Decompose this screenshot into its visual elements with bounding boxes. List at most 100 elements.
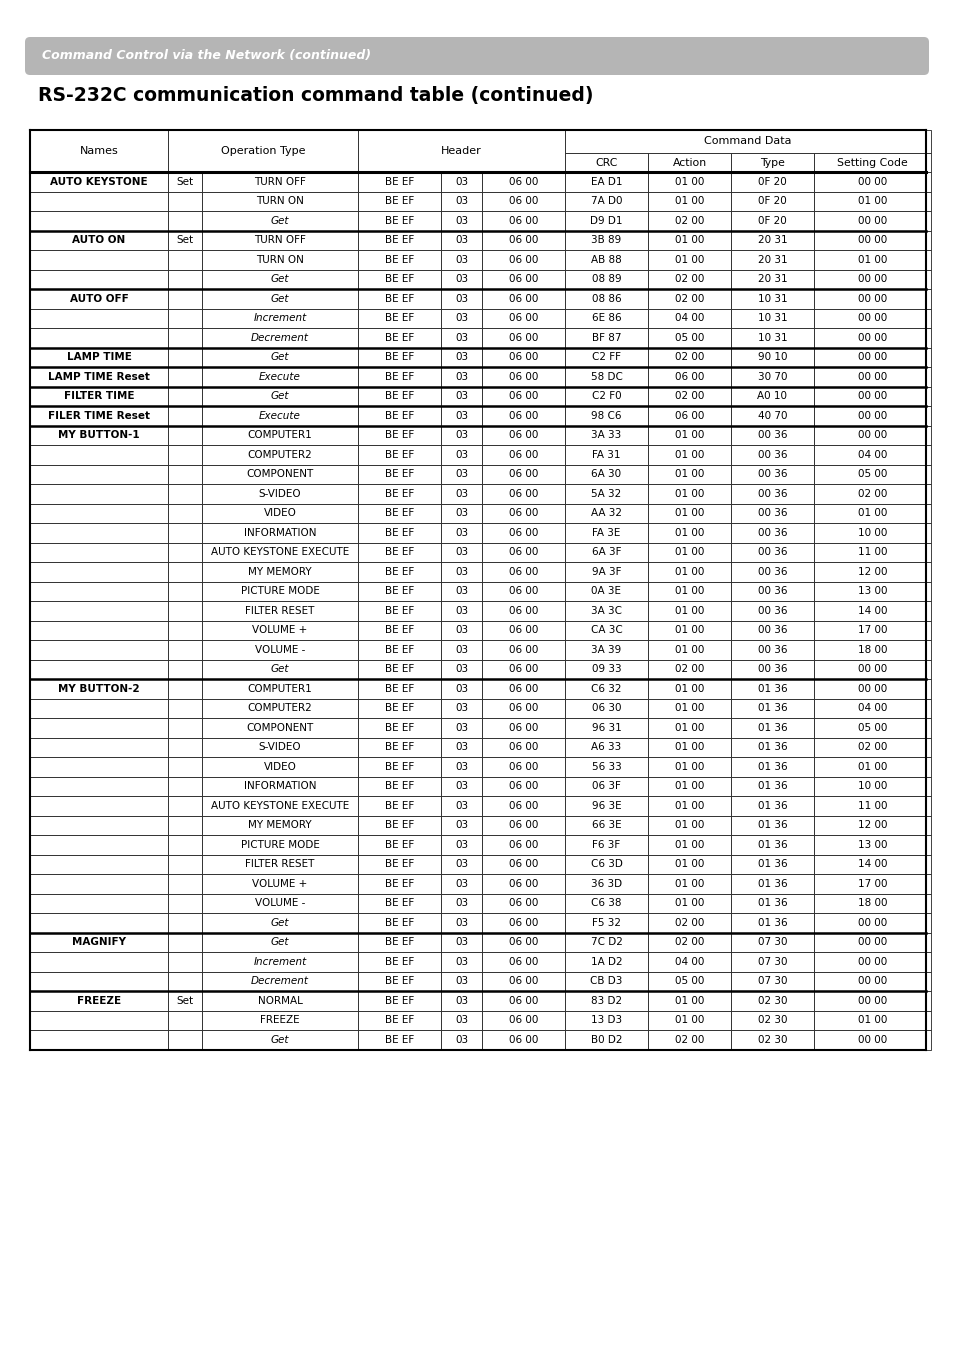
Bar bbox=[647, 483, 730, 504]
Bar bbox=[481, 952, 564, 972]
Text: 03: 03 bbox=[455, 703, 468, 714]
Bar bbox=[30, 250, 168, 269]
Text: Operation Type: Operation Type bbox=[220, 146, 305, 156]
Text: Setting Code: Setting Code bbox=[836, 157, 907, 168]
Text: 03: 03 bbox=[455, 742, 468, 753]
Bar bbox=[481, 328, 564, 348]
Bar bbox=[647, 678, 730, 699]
Bar bbox=[481, 620, 564, 640]
Text: 02 00: 02 00 bbox=[674, 665, 703, 674]
Bar bbox=[440, 738, 481, 757]
Bar bbox=[730, 523, 813, 543]
Bar bbox=[202, 678, 357, 699]
Text: Action: Action bbox=[672, 157, 706, 168]
Text: 07 30: 07 30 bbox=[757, 937, 786, 948]
Text: NORMAL: NORMAL bbox=[257, 995, 302, 1006]
Text: 05 00: 05 00 bbox=[857, 723, 886, 733]
Bar bbox=[730, 309, 813, 328]
Text: 03: 03 bbox=[455, 995, 468, 1006]
Text: 01 00: 01 00 bbox=[674, 781, 703, 791]
Text: AUTO KEYSTONE: AUTO KEYSTONE bbox=[51, 177, 148, 187]
Text: 06 00: 06 00 bbox=[674, 372, 703, 382]
Text: 40 70: 40 70 bbox=[757, 410, 786, 421]
Text: 18 00: 18 00 bbox=[857, 645, 886, 655]
Text: 08 86: 08 86 bbox=[591, 294, 620, 303]
Text: 06 00: 06 00 bbox=[508, 781, 537, 791]
Text: 06 00: 06 00 bbox=[508, 470, 537, 479]
Text: 6A 30: 6A 30 bbox=[591, 470, 621, 479]
Text: 03: 03 bbox=[455, 431, 468, 440]
Text: 06 00: 06 00 bbox=[508, 508, 537, 519]
Text: EA D1: EA D1 bbox=[590, 177, 621, 187]
Bar bbox=[647, 581, 730, 601]
Text: 00 00: 00 00 bbox=[857, 410, 886, 421]
Text: 03: 03 bbox=[455, 1034, 468, 1045]
Bar bbox=[647, 1030, 730, 1049]
Text: MY BUTTON-2: MY BUTTON-2 bbox=[58, 684, 140, 693]
Text: 00 00: 00 00 bbox=[857, 313, 886, 324]
Bar bbox=[168, 348, 202, 367]
Bar bbox=[357, 601, 440, 620]
Bar bbox=[30, 1010, 168, 1030]
Text: 00 36: 00 36 bbox=[757, 547, 786, 558]
Text: 6A 3F: 6A 3F bbox=[591, 547, 620, 558]
Bar bbox=[647, 386, 730, 406]
Text: 3A 3C: 3A 3C bbox=[590, 605, 621, 616]
Text: 05 00: 05 00 bbox=[674, 333, 703, 343]
Text: 02 00: 02 00 bbox=[674, 275, 703, 284]
Text: 04 00: 04 00 bbox=[857, 450, 886, 460]
Text: Decrement: Decrement bbox=[251, 976, 309, 986]
Bar bbox=[30, 230, 168, 250]
Bar bbox=[564, 153, 647, 172]
Text: 00 00: 00 00 bbox=[857, 275, 886, 284]
Bar bbox=[730, 504, 813, 523]
Bar bbox=[647, 523, 730, 543]
Bar bbox=[168, 972, 202, 991]
Bar bbox=[813, 894, 930, 913]
Text: BE EF: BE EF bbox=[384, 918, 414, 927]
Text: 05 00: 05 00 bbox=[674, 976, 703, 986]
Bar bbox=[647, 309, 730, 328]
Bar bbox=[481, 1030, 564, 1049]
Text: FREEZE: FREEZE bbox=[77, 995, 121, 1006]
Bar bbox=[481, 854, 564, 873]
Bar bbox=[481, 991, 564, 1010]
Bar bbox=[357, 678, 440, 699]
Text: 00 00: 00 00 bbox=[857, 918, 886, 927]
Bar bbox=[730, 483, 813, 504]
Text: 03: 03 bbox=[455, 918, 468, 927]
Text: Increment: Increment bbox=[253, 957, 306, 967]
Text: 00 00: 00 00 bbox=[857, 665, 886, 674]
Text: 01 00: 01 00 bbox=[857, 196, 886, 206]
Text: VOLUME +: VOLUME + bbox=[253, 879, 307, 888]
Bar bbox=[813, 464, 930, 483]
Text: 00 00: 00 00 bbox=[857, 333, 886, 343]
Text: BE EF: BE EF bbox=[384, 196, 414, 206]
Bar bbox=[813, 211, 930, 230]
Text: FILTER RESET: FILTER RESET bbox=[245, 860, 314, 869]
Text: PICTURE MODE: PICTURE MODE bbox=[240, 586, 319, 596]
Text: 06 00: 06 00 bbox=[508, 605, 537, 616]
Text: 11 00: 11 00 bbox=[857, 547, 886, 558]
Text: 01 00: 01 00 bbox=[857, 762, 886, 772]
Bar bbox=[168, 425, 202, 445]
Bar bbox=[168, 933, 202, 952]
Text: 02 30: 02 30 bbox=[757, 1016, 786, 1025]
Bar bbox=[481, 523, 564, 543]
Text: 13 D3: 13 D3 bbox=[590, 1016, 621, 1025]
Text: COMPUTER2: COMPUTER2 bbox=[248, 450, 312, 460]
Bar bbox=[30, 211, 168, 230]
Bar bbox=[564, 757, 647, 776]
Bar bbox=[357, 933, 440, 952]
Bar bbox=[564, 835, 647, 854]
Bar bbox=[440, 601, 481, 620]
Bar bbox=[168, 738, 202, 757]
Bar bbox=[564, 873, 647, 894]
Bar bbox=[202, 854, 357, 873]
Text: 03: 03 bbox=[455, 547, 468, 558]
Bar bbox=[813, 835, 930, 854]
Text: Command Control via the Network (continued): Command Control via the Network (continu… bbox=[42, 50, 371, 62]
Text: 07 30: 07 30 bbox=[757, 957, 786, 967]
Bar bbox=[813, 601, 930, 620]
Bar bbox=[564, 288, 647, 309]
